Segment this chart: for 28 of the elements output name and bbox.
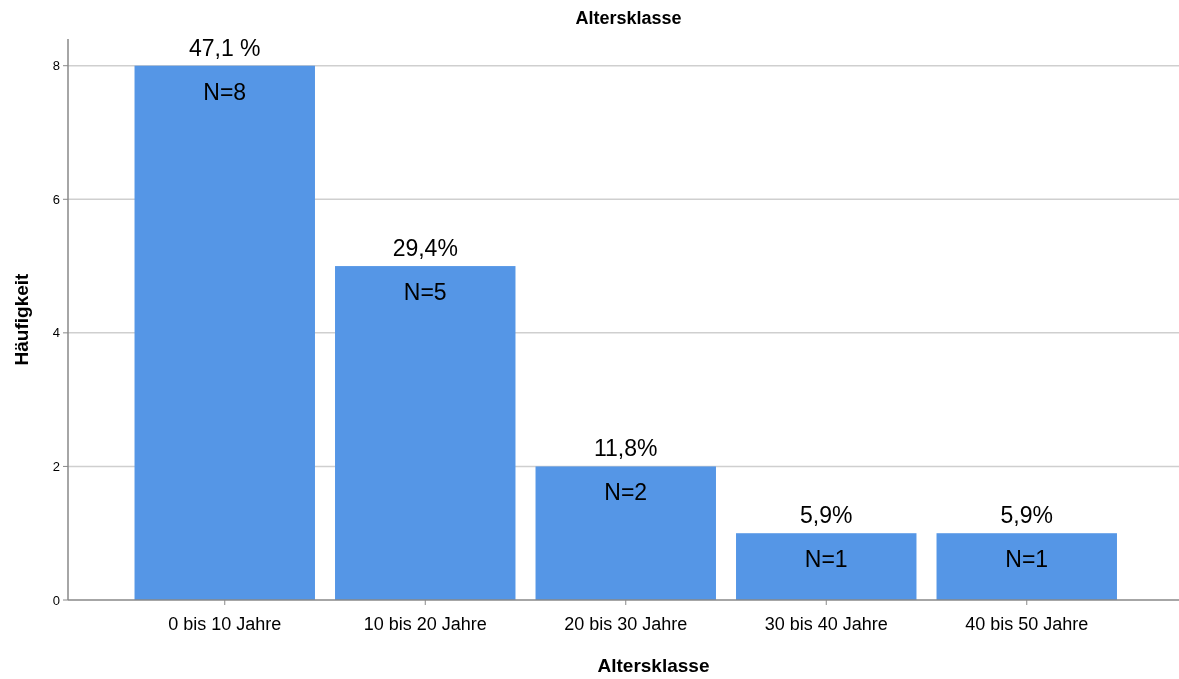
x-axis-title: Altersklasse [597, 655, 710, 676]
annotation: 29,4% [392, 235, 458, 262]
data-label: N=5 [403, 279, 447, 306]
bar [936, 533, 1117, 600]
x-tick-label: 0 bis 10 Jahre [168, 614, 282, 634]
data-label: N=1 [804, 546, 848, 573]
bar [134, 65, 315, 600]
annotation: 5,9% [1000, 502, 1053, 529]
chart-title: Altersklasse [575, 8, 682, 28]
data-label: N=1 [1005, 546, 1049, 573]
bar [736, 533, 917, 600]
bar [535, 466, 716, 600]
y-tick-label: 4 [52, 325, 60, 341]
y-tick-label: 0 [52, 592, 60, 608]
data-label: N=8 [203, 78, 247, 105]
annotation: 47,1 % [188, 34, 261, 61]
y-tick-label: 8 [52, 58, 60, 74]
bar [335, 266, 516, 600]
x-tick-label: 10 bis 20 Jahre [363, 614, 487, 634]
y-tick-label: 6 [52, 191, 60, 207]
y-axis-title: Häufigkeit [11, 272, 32, 366]
x-tick-label: 30 bis 40 Jahre [764, 614, 888, 634]
annotation: 11,8% [593, 435, 658, 462]
x-tick-label: 20 bis 30 Jahre [564, 614, 688, 634]
x-tick-label: 40 bis 50 Jahre [965, 614, 1089, 634]
data-label: N=2 [604, 479, 648, 506]
y-tick-label: 2 [52, 458, 60, 474]
annotation: 5,9% [800, 502, 853, 529]
